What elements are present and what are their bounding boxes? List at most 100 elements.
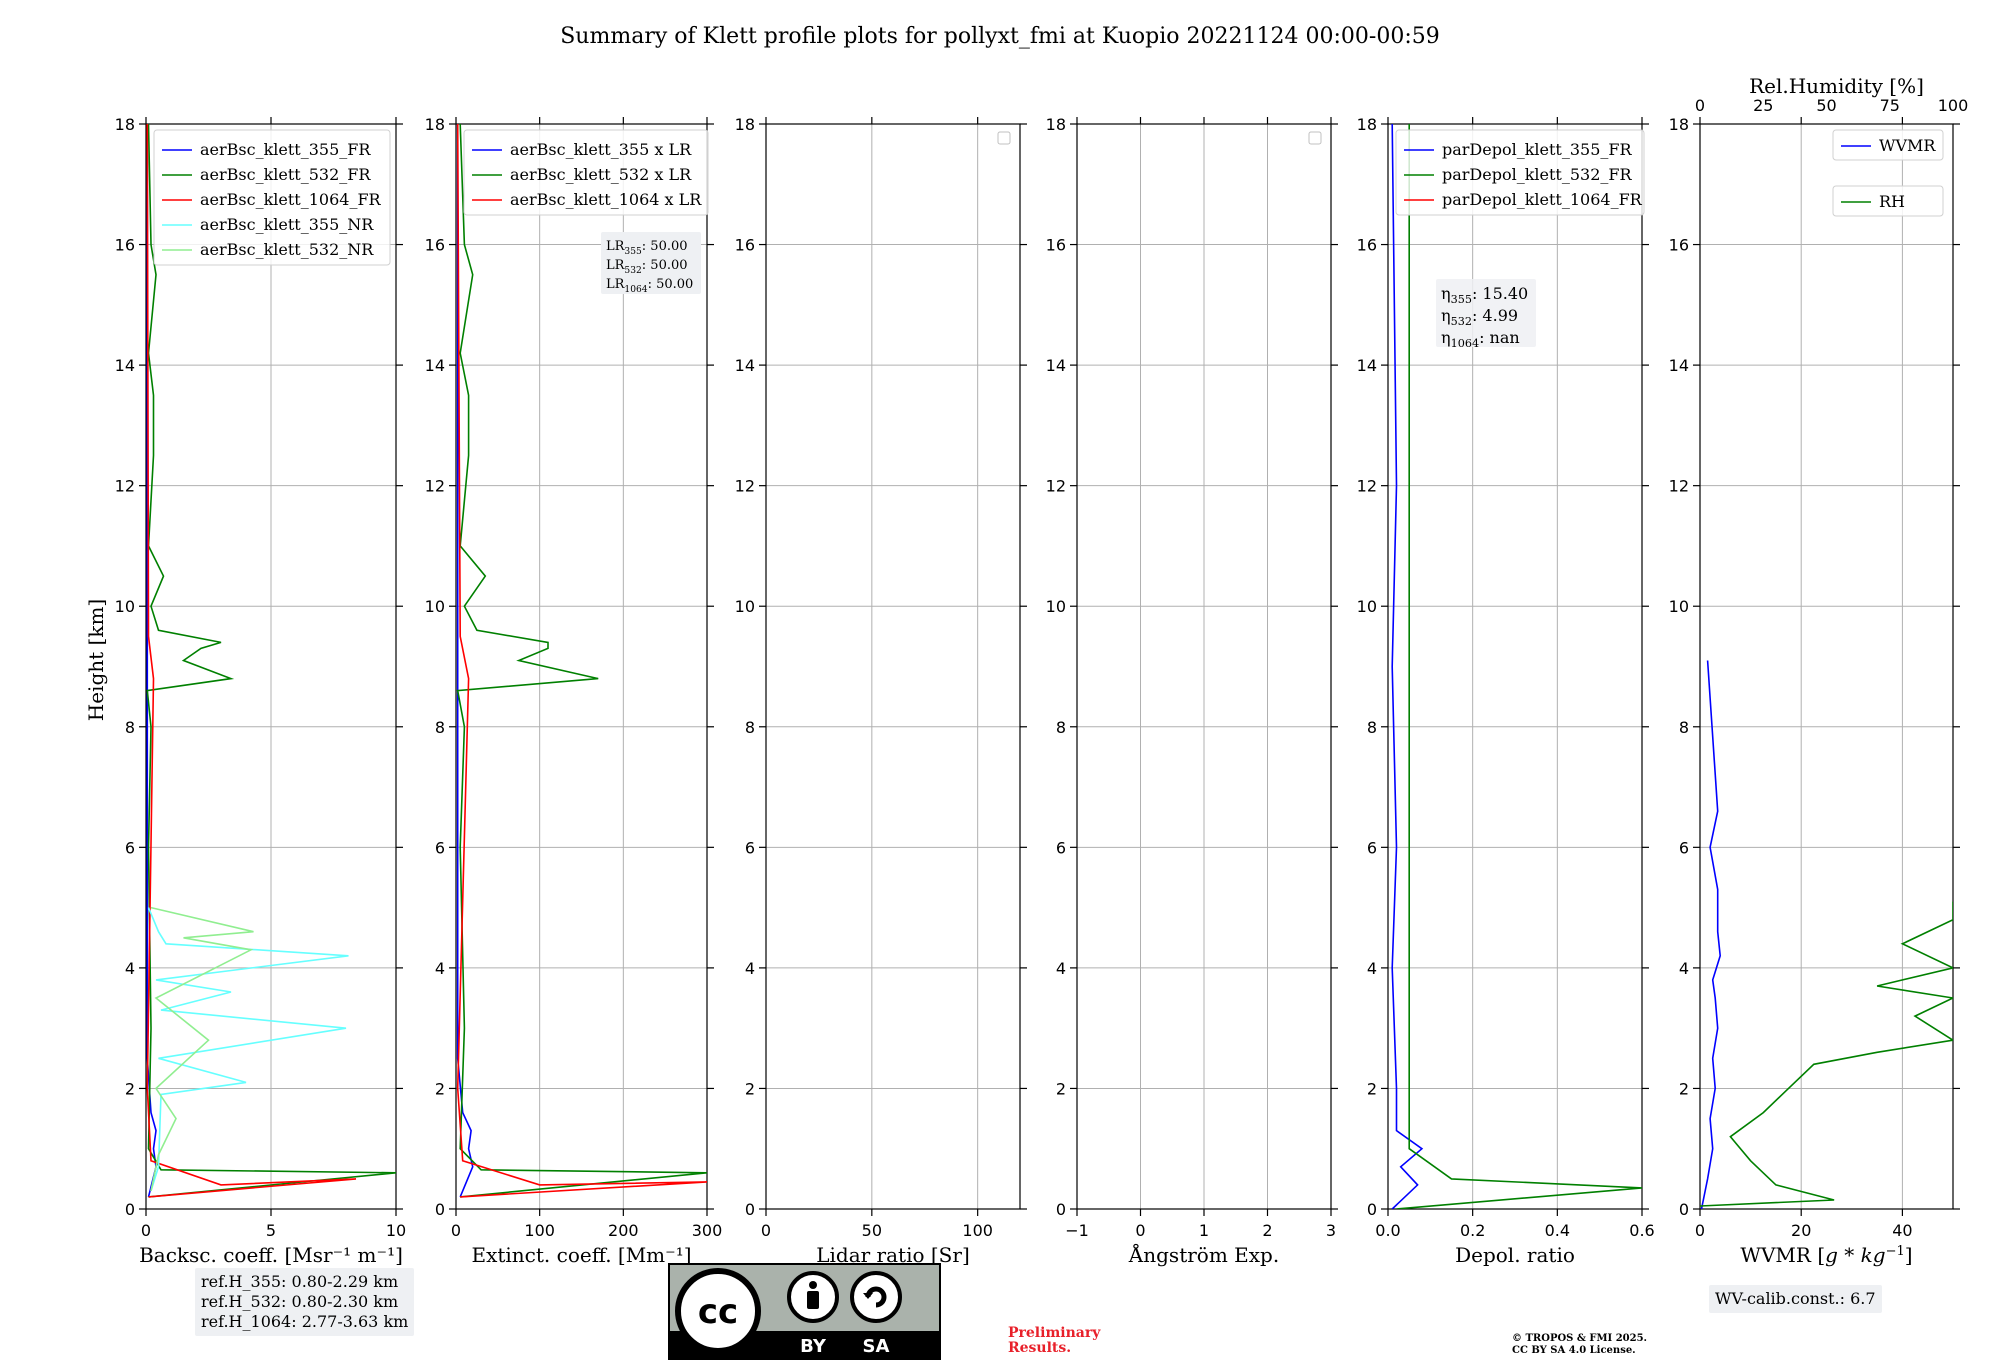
legend-box: [1395, 129, 1645, 216]
x-axis-label: WVMR [g * kg−1]: [1740, 1243, 1912, 1267]
y-tick-label: 0: [435, 1200, 445, 1219]
x-axis-label: Ångström Exp.: [1128, 1242, 1279, 1267]
y-tick-label: 8: [435, 718, 445, 737]
x-tick-label: 100: [962, 1221, 993, 1240]
ref-height-box: ref.H_355: 0.80-2.29 km ref.H_532: 0.80-…: [195, 1268, 415, 1336]
x2-tick-label: 50: [1816, 96, 1836, 115]
legend-box: [463, 129, 709, 216]
legend-label: aerBsc_klett_355 x LR: [510, 140, 692, 159]
y-tick-label: 0: [745, 1200, 755, 1219]
series-parDepol_klett_532_FR: [1396, 124, 1642, 1209]
cc-logo-text: cc: [698, 1292, 738, 1332]
series-aerBsc_klett_532_FR: [146, 124, 396, 1198]
y-tick-label: 10: [1046, 597, 1066, 616]
panel-water_vapour: 0 2 4 6 8 10 12 14 16 18 0 20 40 WVMR [g * kg−1] 0 25 50…: [1669, 74, 1969, 1267]
x-tick-label: 300: [692, 1221, 723, 1240]
y-tick-label: 14: [1046, 356, 1066, 375]
y-tick-label: 18: [735, 115, 755, 134]
x-tick-label: 20: [1791, 1221, 1811, 1240]
x-axis-label: Depol. ratio: [1455, 1243, 1575, 1267]
sa-share-icon: [850, 1271, 902, 1323]
y-tick-label: 10: [735, 597, 755, 616]
series-aerBsc_klett_355 x LR: [456, 124, 474, 1198]
legend-label: aerBsc_klett_1064_FR: [200, 190, 382, 209]
legend-label: aerBsc_klett_355_FR: [200, 140, 371, 159]
x-tick-label: 0: [761, 1221, 771, 1240]
legend-label: aerBsc_klett_532_NR: [200, 240, 374, 259]
x-tick-label: 10: [386, 1221, 406, 1240]
series-aerBsc_klett_1064_FR: [146, 124, 357, 1198]
legend-label: RH: [1879, 192, 1905, 211]
ref-height-355: ref.H_355: 0.80-2.29 km: [201, 1272, 399, 1291]
x-tick-label: 3: [1326, 1221, 1336, 1240]
legend-label: WVMR: [1879, 136, 1936, 155]
y-tick-label: 10: [1357, 597, 1377, 616]
y-tick-label: 14: [1669, 356, 1689, 375]
y-tick-label: 8: [125, 718, 135, 737]
y-tick-label: 8: [745, 718, 755, 737]
y-tick-label: 6: [1056, 838, 1066, 857]
x2-tick-label: 75: [1880, 96, 1900, 115]
copyright-line-1: © TROPOS & FMI 2025.: [1512, 1333, 1648, 1344]
x2-tick-label: 100: [1938, 96, 1969, 115]
y-tick-label: 2: [1056, 1079, 1066, 1098]
y-tick-label: 6: [1679, 838, 1689, 857]
x-tick-label: 100: [524, 1221, 555, 1240]
y-tick-label: 12: [115, 477, 135, 496]
y-tick-label: 0: [1367, 1200, 1377, 1219]
preliminary-line-2: Results.: [1008, 1340, 1072, 1356]
axes-frame: [765, 123, 1021, 1210]
y-tick-label: 8: [1679, 718, 1689, 737]
x-tick-label: 0.4: [1545, 1221, 1570, 1240]
x-tick-label: 5: [266, 1221, 276, 1240]
empty-legend-box: [1308, 131, 1322, 145]
legend-label: parDepol_klett_532_FR: [1442, 165, 1633, 184]
y-tick-label: 4: [125, 959, 135, 978]
series-aerBsc_klett_532_NR: [150, 906, 254, 1192]
y-tick-label: 14: [425, 356, 445, 375]
y-tick-label: 16: [735, 236, 755, 255]
x-tick-label: 0.2: [1460, 1221, 1485, 1240]
axes-frame: [145, 123, 397, 1210]
y-tick-label: 16: [1357, 236, 1377, 255]
ref-height-1064: ref.H_1064: 2.77-3.63 km: [201, 1312, 409, 1331]
y-tick-label: 14: [1357, 356, 1377, 375]
legend-box: [1832, 129, 1944, 161]
y-tick-label: 6: [125, 838, 135, 857]
x-tick-label: 200: [608, 1221, 639, 1240]
panels: 0 2 4 6 8 10 12 14 16 18 0 5 10 Backsc. coeff. [Msr⁻¹…: [115, 74, 1969, 1267]
x-tick-label: 50: [862, 1221, 882, 1240]
x-axis-label: Backsc. coeff. [Msr⁻¹ m⁻¹]: [139, 1243, 403, 1267]
y-tick-label: 16: [115, 236, 135, 255]
y-tick-label: 10: [425, 597, 445, 616]
y-tick-label: 14: [115, 356, 135, 375]
eta-text: η1064: nan: [1441, 328, 1520, 350]
y-tick-label: 12: [1046, 477, 1066, 496]
y-tick-label: 14: [735, 356, 755, 375]
legend-box: [1832, 185, 1944, 217]
copyright-note: © TROPOS & FMI 2025. CC BY SA 4.0 Licens…: [1512, 1333, 1647, 1357]
y-tick-label: 0: [1679, 1200, 1689, 1219]
series-parDepol_klett_355_FR: [1391, 124, 1424, 1209]
x-tick-label: 2: [1262, 1221, 1272, 1240]
axes-frame: [1387, 123, 1643, 1210]
x-tick-label: 0: [1695, 1221, 1705, 1240]
ref-height-532: ref.H_532: 0.80-2.30 km: [201, 1292, 399, 1311]
y-tick-label: 2: [435, 1079, 445, 1098]
y-tick-label: 12: [1669, 477, 1689, 496]
y-tick-label: 16: [1046, 236, 1066, 255]
figure-title: Summary of Klett profile plots for polly…: [560, 24, 1440, 49]
y-tick-label: 6: [435, 838, 445, 857]
y-tick-label: 12: [735, 477, 755, 496]
y-tick-label: 6: [745, 838, 755, 857]
legend-label: aerBsc_klett_532_FR: [200, 165, 371, 184]
y-tick-label: 2: [745, 1079, 755, 1098]
x-axis-label: Extinct. coeff. [Mm⁻¹]: [471, 1243, 691, 1267]
x-tick-label: 0: [1135, 1221, 1145, 1240]
axes-frame: [1699, 123, 1954, 1210]
y-tick-label: 12: [425, 477, 445, 496]
y-tick-label: 10: [1669, 597, 1689, 616]
legend-label: aerBsc_klett_532 x LR: [510, 165, 692, 184]
